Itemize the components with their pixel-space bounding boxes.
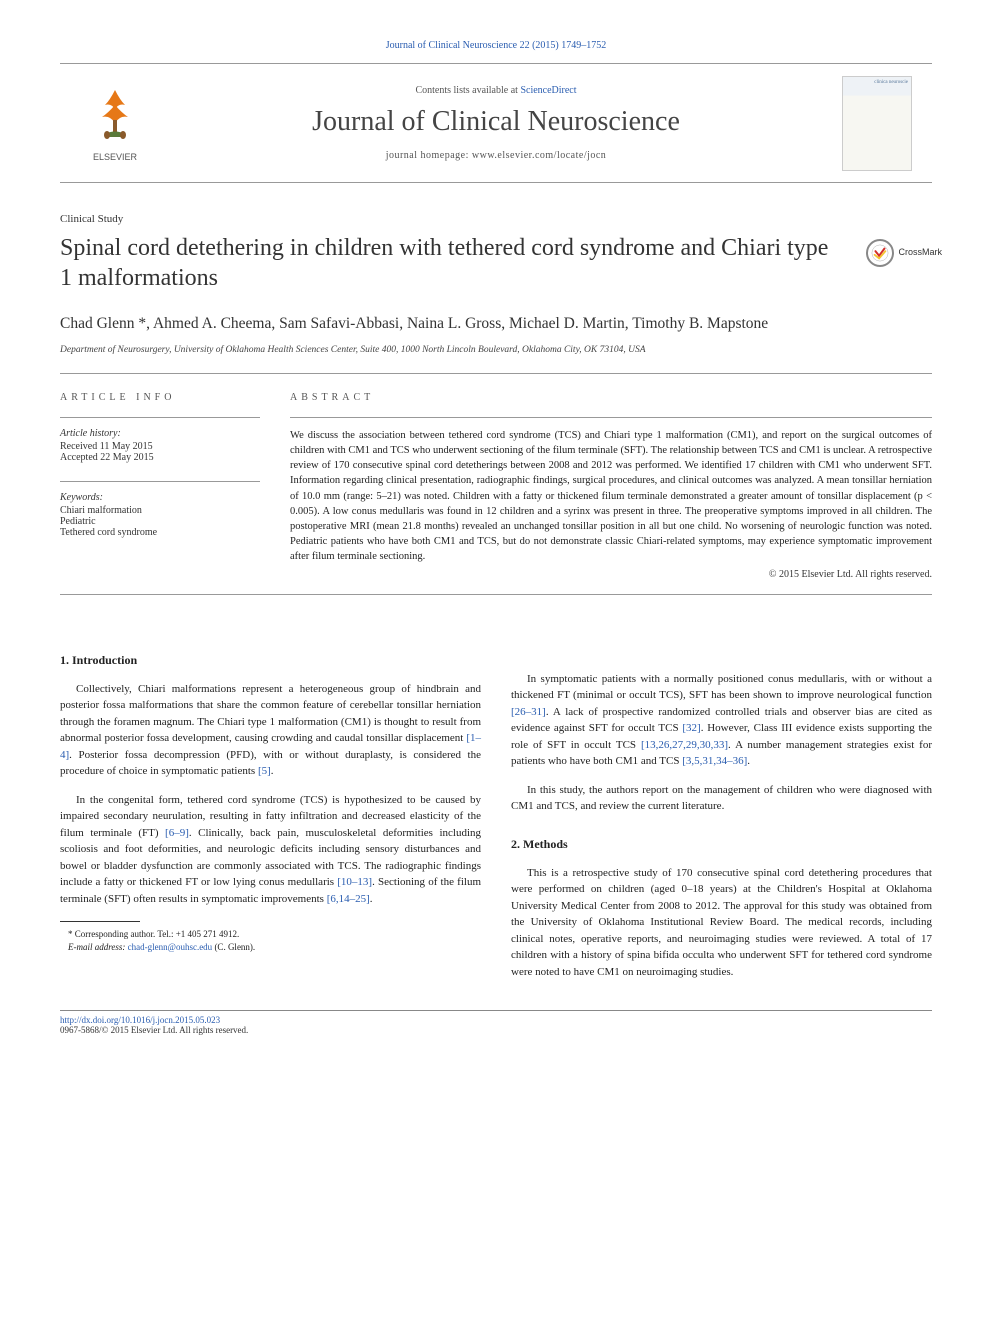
intro-p2-text: In the congenital form, tethered cord sy…	[60, 794, 481, 905]
journal-name: Journal of Clinical Neuroscience	[150, 106, 842, 138]
article-info-label: article info	[60, 392, 260, 403]
journal-cover-thumbnail: clinica neuroscie	[842, 76, 912, 171]
journal-homepage: journal homepage: www.elsevier.com/locat…	[150, 150, 842, 161]
accepted-date: Accepted 22 May 2015	[60, 452, 260, 463]
intro-p3-text: In symptomatic patients with a normally …	[511, 673, 932, 768]
intro-paragraph: In this study, the authors report on the…	[511, 782, 932, 815]
body-column-right: In symptomatic patients with a normally …	[511, 645, 932, 993]
body-column-left: 1. Introduction Collectively, Chiari mal…	[60, 645, 481, 993]
footnote-separator	[60, 921, 140, 922]
author-email-link[interactable]: chad-glenn@ouhsc.edu	[128, 942, 213, 952]
methods-p1-text: This is a retrospective study of 170 con…	[511, 867, 932, 978]
crossmark-label: CrossMark	[898, 247, 942, 258]
abstract-column: abstract We discuss the association betw…	[290, 392, 932, 580]
corresponding-author-footnote: * Corresponding author. Tel.: +1 405 271…	[60, 928, 481, 941]
abstract-divider	[290, 417, 932, 418]
doi-link[interactable]: http://dx.doi.org/10.1016/j.jocn.2015.05…	[60, 1015, 220, 1025]
email-label: E-mail address:	[68, 942, 125, 952]
keywords-block: Keywords: Chiari malformation Pediatric …	[60, 492, 260, 538]
history-label: Article history:	[60, 428, 260, 439]
abstract-text: We discuss the association between tethe…	[290, 428, 932, 565]
homepage-prefix: journal homepage:	[386, 150, 472, 161]
sciencedirect-link[interactable]: ScienceDirect	[520, 85, 576, 96]
journal-header-bar: ELSEVIER Contents lists available at Sci…	[60, 63, 932, 183]
methods-paragraph: This is a retrospective study of 170 con…	[511, 865, 932, 981]
intro-paragraph: Collectively, Chiari malformations repre…	[60, 681, 481, 780]
header-citation: Journal of Clinical Neuroscience 22 (201…	[60, 40, 932, 51]
elsevier-logo: ELSEVIER	[80, 85, 150, 162]
info-divider-2	[60, 481, 260, 482]
footer-divider	[60, 1010, 932, 1011]
crossmark-icon	[871, 244, 889, 262]
article-info-column: article info Article history: Received 1…	[60, 392, 260, 580]
article-type: Clinical Study	[60, 213, 932, 225]
intro-paragraph: In symptomatic patients with a normally …	[511, 671, 932, 770]
authors: Chad Glenn *, Ahmed A. Cheema, Sam Safav…	[60, 313, 932, 335]
keyword: Chiari malformation	[60, 505, 260, 516]
keyword: Pediatric	[60, 516, 260, 527]
article-title: Spinal cord detethering in children with…	[60, 233, 932, 293]
affiliation: Department of Neurosurgery, University o…	[60, 345, 932, 355]
contents-prefix: Contents lists available at	[415, 85, 520, 96]
homepage-url: www.elsevier.com/locate/jocn	[472, 150, 606, 161]
email-suffix: (C. Glenn).	[214, 942, 255, 952]
keyword: Tethered cord syndrome	[60, 527, 260, 538]
email-footnote: E-mail address: chad-glenn@ouhsc.edu (C.…	[60, 941, 481, 954]
intro-p4-text: In this study, the authors report on the…	[511, 784, 932, 813]
divider-top	[60, 373, 932, 374]
page-footer: http://dx.doi.org/10.1016/j.jocn.2015.05…	[60, 1010, 932, 1035]
crossmark-badge[interactable]: CrossMark	[866, 239, 942, 267]
abstract-copyright: © 2015 Elsevier Ltd. All rights reserved…	[290, 569, 932, 580]
methods-heading: 2. Methods	[511, 835, 932, 853]
publisher-label: ELSEVIER	[80, 152, 150, 162]
keywords-label: Keywords:	[60, 492, 260, 503]
contents-available-line: Contents lists available at ScienceDirec…	[150, 85, 842, 96]
body-two-column: 1. Introduction Collectively, Chiari mal…	[60, 645, 932, 993]
intro-paragraph: In the congenital form, tethered cord sy…	[60, 792, 481, 908]
elsevier-tree-icon	[90, 85, 140, 145]
issn-copyright: 0967-5868/© 2015 Elsevier Ltd. All right…	[60, 1025, 932, 1035]
article-title-text: Spinal cord detethering in children with…	[60, 235, 828, 291]
intro-p1-text: Collectively, Chiari malformations repre…	[60, 683, 481, 778]
divider-bottom	[60, 594, 932, 595]
introduction-heading: 1. Introduction	[60, 651, 481, 669]
info-divider-1	[60, 417, 260, 418]
cover-top-text: clinica neuroscie	[846, 80, 908, 85]
received-date: Received 11 May 2015	[60, 441, 260, 452]
article-history-block: Article history: Received 11 May 2015 Ac…	[60, 428, 260, 463]
abstract-label: abstract	[290, 392, 932, 403]
